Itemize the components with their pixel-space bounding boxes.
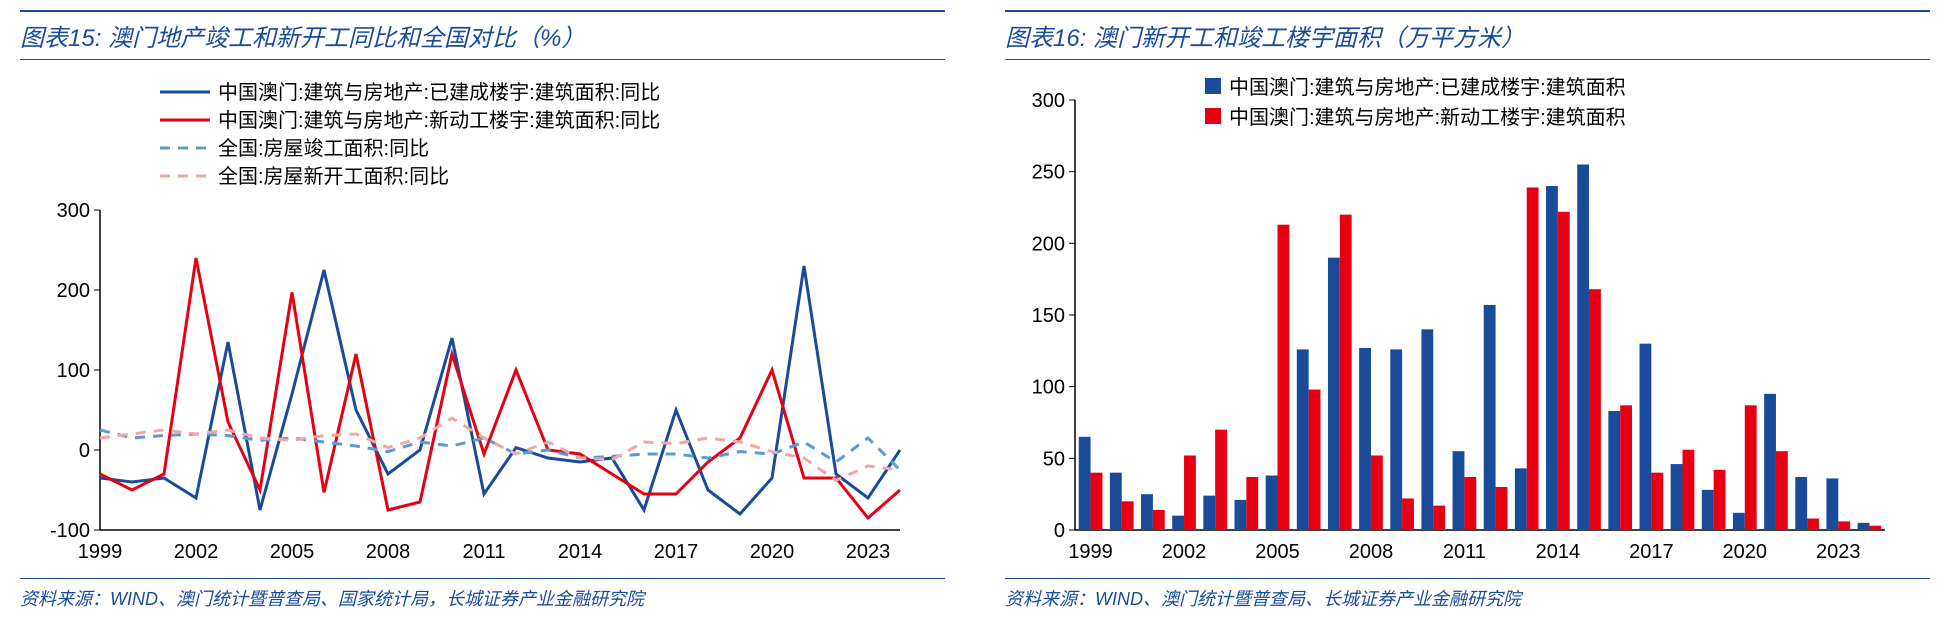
svg-text:250: 250 — [1032, 162, 1065, 184]
right-bar-chart: 0 50 100 150 200 250 300 1999 2002 2005 2008 2011 20… — [1005, 70, 1905, 570]
svg-text:1999: 1999 — [1068, 541, 1113, 563]
svg-text:300: 300 — [1032, 90, 1065, 112]
svg-text:全国:房屋竣工面积:同比: 全国:房屋竣工面积:同比 — [218, 137, 429, 160]
svg-text:1999: 1999 — [78, 541, 123, 563]
svg-text:2011: 2011 — [1443, 541, 1486, 563]
svg-text:100: 100 — [1032, 377, 1065, 399]
svg-text:-100: -100 — [50, 520, 90, 542]
svg-text:中国澳门:建筑与房地产:新动工楼宇:建筑面积:同比: 中国澳门:建筑与房地产:新动工楼宇:建筑面积:同比 — [218, 109, 660, 132]
svg-text:100: 100 — [57, 360, 90, 382]
svg-text:2020: 2020 — [1723, 541, 1768, 563]
svg-text:2008: 2008 — [366, 541, 411, 563]
svg-text:200: 200 — [57, 280, 90, 302]
svg-text:2023: 2023 — [846, 541, 891, 563]
svg-text:0: 0 — [79, 440, 90, 462]
svg-text:2002: 2002 — [1162, 541, 1207, 563]
left-title-bar: 图表15: 澳门地产竣工和新开工同比和全国对比（%） — [20, 10, 945, 60]
left-chart-panel: 图表15: 澳门地产竣工和新开工同比和全国对比（%） -100 0 100 200 30… — [20, 10, 945, 611]
svg-text:200: 200 — [1032, 233, 1065, 255]
svg-text:2008: 2008 — [1349, 541, 1394, 563]
svg-text:50: 50 — [1043, 448, 1065, 470]
svg-text:2017: 2017 — [654, 541, 699, 563]
svg-text:中国澳门:建筑与房地产:已建成楼宇:建筑面积: 中国澳门:建筑与房地产:已建成楼宇:建筑面积 — [1229, 76, 1626, 99]
right-chart-panel: 图表16: 澳门新开工和竣工楼宇面积（万平方米） 0 50 100 150 200 250… — [1005, 10, 1930, 611]
svg-text:2014: 2014 — [558, 541, 603, 563]
right-title-bar: 图表16: 澳门新开工和竣工楼宇面积（万平方米） — [1005, 10, 1930, 60]
svg-text:中国澳门:建筑与房地产:新动工楼宇:建筑面积: 中国澳门:建筑与房地产:新动工楼宇:建筑面积 — [1229, 106, 1626, 129]
left-title: 图表15: 澳门地产竣工和新开工同比和全国对比（%） — [20, 25, 585, 52]
svg-text:2005: 2005 — [1255, 541, 1300, 563]
svg-text:0: 0 — [1054, 520, 1065, 542]
svg-text:2020: 2020 — [750, 541, 795, 563]
right-source-bar: 资料来源：WIND、澳门统计暨普查局、长城证券产业金融研究院 — [1005, 578, 1930, 611]
svg-text:2014: 2014 — [1536, 541, 1581, 563]
right-source: 资料来源：WIND、澳门统计暨普查局、长城证券产业金融研究院 — [1005, 589, 1521, 609]
left-source-bar: 资料来源：WIND、澳门统计暨普查局、国家统计局，长城证券产业金融研究院 — [20, 578, 945, 611]
svg-text:全国:房屋新开工面积:同比: 全国:房屋新开工面积:同比 — [218, 165, 449, 188]
svg-text:150: 150 — [1032, 305, 1065, 327]
svg-text:2005: 2005 — [270, 541, 315, 563]
svg-text:2002: 2002 — [174, 541, 219, 563]
svg-text:300: 300 — [57, 200, 90, 222]
svg-text:2011: 2011 — [462, 541, 505, 563]
left-source: 资料来源：WIND、澳门统计暨普查局、国家统计局，长城证券产业金融研究院 — [20, 589, 644, 609]
svg-text:中国澳门:建筑与房地产:已建成楼宇:建筑面积:同比: 中国澳门:建筑与房地产:已建成楼宇:建筑面积:同比 — [218, 81, 660, 104]
right-title: 图表16: 澳门新开工和竣工楼宇面积（万平方米） — [1005, 25, 1525, 52]
svg-text:2023: 2023 — [1816, 541, 1861, 563]
left-line-chart: -100 0 100 200 300 1999 2002 2005 2008 2011 2014 20… — [20, 70, 920, 570]
svg-text:2017: 2017 — [1629, 541, 1674, 563]
